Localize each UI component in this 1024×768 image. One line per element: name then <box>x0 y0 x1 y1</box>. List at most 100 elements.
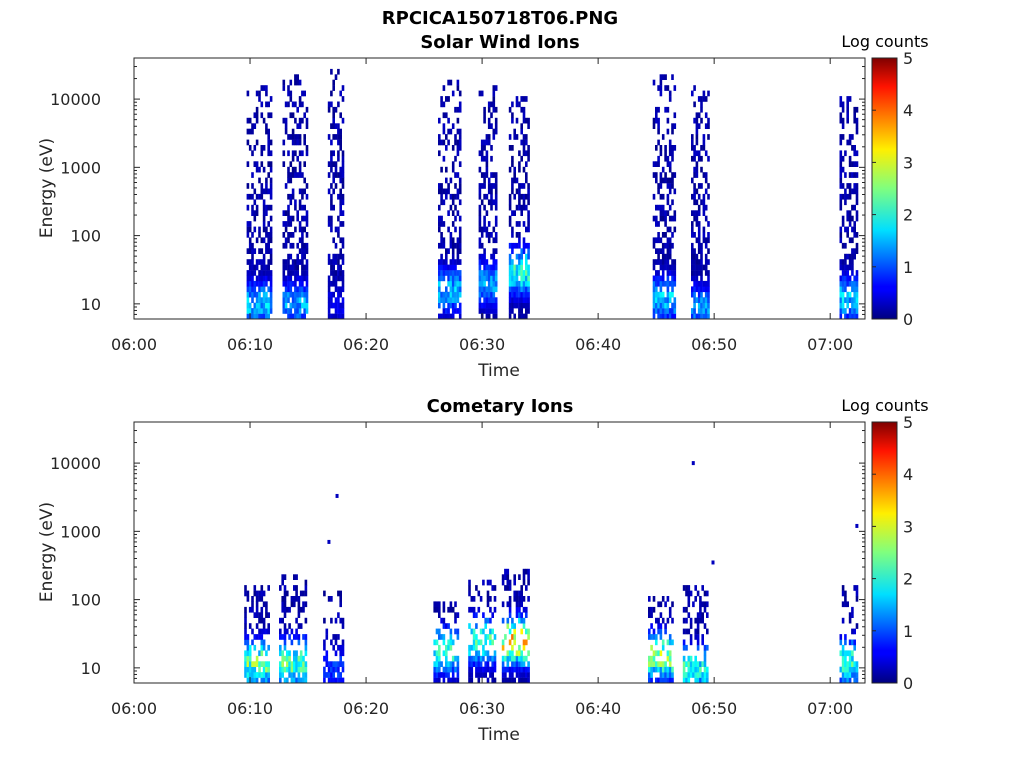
heatmap-cell <box>267 221 270 227</box>
heatmap-cell <box>525 568 528 575</box>
heatmap-cell <box>492 286 496 293</box>
heatmap-cell <box>296 172 299 178</box>
heatmap-cell <box>487 199 491 206</box>
heatmap-cell <box>438 644 441 651</box>
heatmap-cell <box>511 101 514 108</box>
heatmap-cell <box>501 677 505 683</box>
heatmap-cell <box>695 275 699 282</box>
heatmap-cell <box>305 308 309 314</box>
heatmap-cell <box>334 617 338 624</box>
heatmap-cell <box>513 655 516 662</box>
heatmap-cell <box>661 313 665 319</box>
heatmap-cell <box>701 661 704 667</box>
heatmap-cell <box>668 612 672 618</box>
heatmap-cell <box>841 291 845 298</box>
heatmap-cell <box>494 177 498 184</box>
heatmap-cell <box>289 199 293 206</box>
heatmap-cell <box>511 655 514 662</box>
heatmap-cell <box>442 112 446 119</box>
heatmap-cell <box>652 650 656 657</box>
heatmap-cell <box>284 117 288 124</box>
heatmap-cell <box>664 210 667 216</box>
heatmap-cell <box>844 270 847 276</box>
heatmap-cell <box>483 248 486 254</box>
heatmap-cell <box>260 606 264 613</box>
heatmap-cell <box>284 264 288 271</box>
heatmap-cell <box>700 308 703 314</box>
heatmap-cell <box>520 590 523 597</box>
heatmap-cell <box>661 644 665 651</box>
panel-title: Cometary Ions <box>427 396 574 417</box>
heatmap-cell <box>522 574 526 580</box>
heatmap-cell <box>483 204 486 211</box>
heatmap-cell <box>479 639 483 646</box>
heatmap-cell <box>472 639 476 646</box>
heatmap-cell <box>696 590 700 597</box>
heatmap-cell <box>438 204 441 211</box>
heatmap-cell <box>697 232 701 238</box>
heatmap-cell <box>508 193 512 200</box>
heatmap-cell <box>482 650 485 657</box>
heatmap-cell <box>286 661 289 667</box>
heatmap-cell <box>244 585 247 591</box>
heatmap-cell <box>303 308 306 314</box>
heatmap-cell <box>438 226 441 233</box>
heatmap-cell <box>248 128 252 135</box>
heatmap-cell <box>251 232 254 238</box>
heatmap-cell <box>699 601 702 608</box>
heatmap-cell <box>265 101 268 108</box>
heatmap-cell <box>494 275 498 282</box>
heatmap-cell <box>484 672 487 678</box>
heatmap-cell <box>246 672 250 678</box>
heatmap-cell <box>295 634 298 640</box>
x-tick-label: 07:00 <box>807 699 853 718</box>
heatmap-cell <box>704 302 708 309</box>
heatmap-cell <box>478 264 482 271</box>
heatmap-cell <box>454 155 457 162</box>
heatmap-cell <box>341 313 345 319</box>
heatmap-cell <box>853 286 856 293</box>
heatmap-cell <box>480 308 484 314</box>
heatmap-cell <box>251 242 254 249</box>
heatmap-cell <box>706 628 709 635</box>
heatmap-cell <box>522 270 526 276</box>
heatmap-cell <box>652 193 656 200</box>
heatmap-cell <box>491 672 494 678</box>
heatmap-cell <box>841 270 845 276</box>
heatmap-cell <box>456 308 460 314</box>
heatmap-cell <box>298 226 302 233</box>
heatmap-cell <box>657 308 660 314</box>
heatmap-cell <box>671 286 674 293</box>
heatmap-cell <box>302 655 305 662</box>
heatmap-cell <box>298 308 302 314</box>
heatmap-cell <box>483 297 486 303</box>
heatmap-cell <box>282 79 286 86</box>
heatmap-cell <box>325 655 329 662</box>
heatmap-cell <box>296 134 299 140</box>
heatmap-cell <box>258 302 261 309</box>
heatmap-cell <box>478 188 482 195</box>
heatmap-cell <box>451 280 455 287</box>
heatmap-cell <box>689 617 693 624</box>
heatmap-cell <box>696 666 700 673</box>
heatmap-cell <box>480 232 484 238</box>
heatmap-cell <box>246 275 250 282</box>
heatmap-cell <box>287 90 290 97</box>
heatmap-cell <box>657 221 660 227</box>
heatmap-cell <box>671 232 674 238</box>
heatmap-cell <box>527 677 530 683</box>
heatmap-cell <box>666 128 670 135</box>
heatmap-cell <box>295 585 298 591</box>
heatmap-cell <box>513 128 516 135</box>
heatmap-cell <box>305 270 309 276</box>
heatmap-cell <box>454 134 457 140</box>
heatmap-cell <box>655 291 658 298</box>
heatmap-cell <box>479 666 483 673</box>
heatmap-cell <box>289 270 293 276</box>
heatmap-cell <box>279 628 282 635</box>
heatmap-cell <box>851 672 854 678</box>
heatmap-cell <box>445 166 448 173</box>
heatmap-cell <box>483 145 486 151</box>
heatmap-cell <box>659 150 663 157</box>
heatmap-cell <box>248 623 252 629</box>
